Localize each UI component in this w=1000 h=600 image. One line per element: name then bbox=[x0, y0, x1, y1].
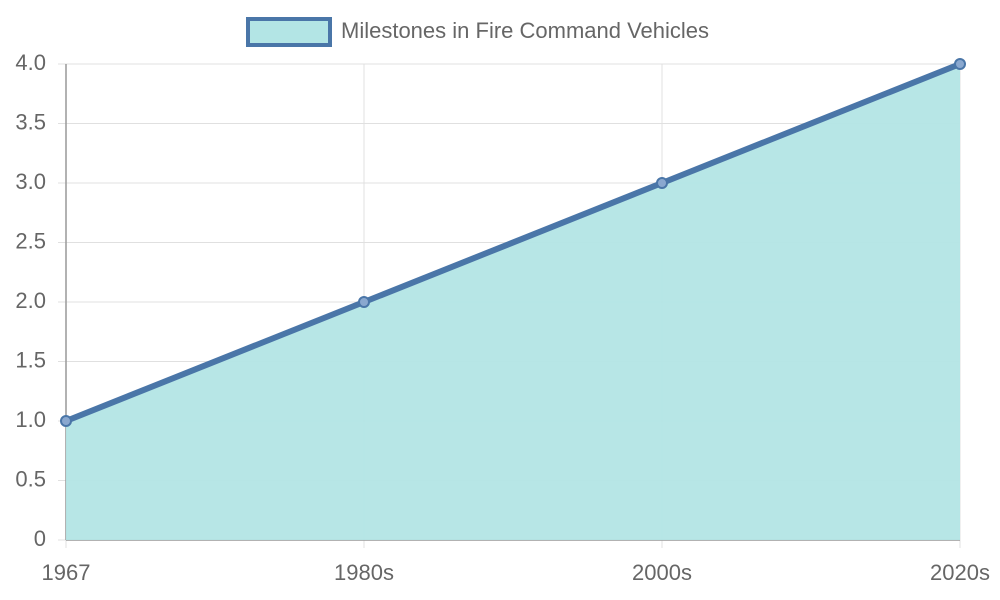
x-tick-label: 1980s bbox=[334, 560, 394, 585]
y-tick-label: 1.5 bbox=[15, 347, 46, 372]
x-tick-label: 1967 bbox=[42, 560, 91, 585]
y-tick-label: 3.0 bbox=[15, 169, 46, 194]
legend-label: Milestones in Fire Command Vehicles bbox=[341, 18, 709, 43]
y-tick-label: 2.5 bbox=[15, 228, 46, 253]
point bbox=[60, 415, 72, 427]
y-tick-label: 3.5 bbox=[15, 109, 46, 134]
point bbox=[358, 296, 370, 308]
y-tick-label: 4.0 bbox=[15, 50, 46, 75]
y-tick-label: 0.5 bbox=[15, 466, 46, 491]
area bbox=[66, 64, 960, 540]
y-tick-label: 0 bbox=[34, 526, 46, 551]
y-tick-label: 2.0 bbox=[15, 288, 46, 313]
legend-swatch bbox=[246, 17, 332, 47]
point bbox=[954, 58, 966, 70]
line bbox=[64, 61, 962, 424]
x-tick-label: 2000s bbox=[632, 560, 692, 585]
point bbox=[656, 177, 668, 189]
x-tick-label: 2020s bbox=[930, 560, 990, 585]
y-tick-label: 1.0 bbox=[15, 407, 46, 432]
